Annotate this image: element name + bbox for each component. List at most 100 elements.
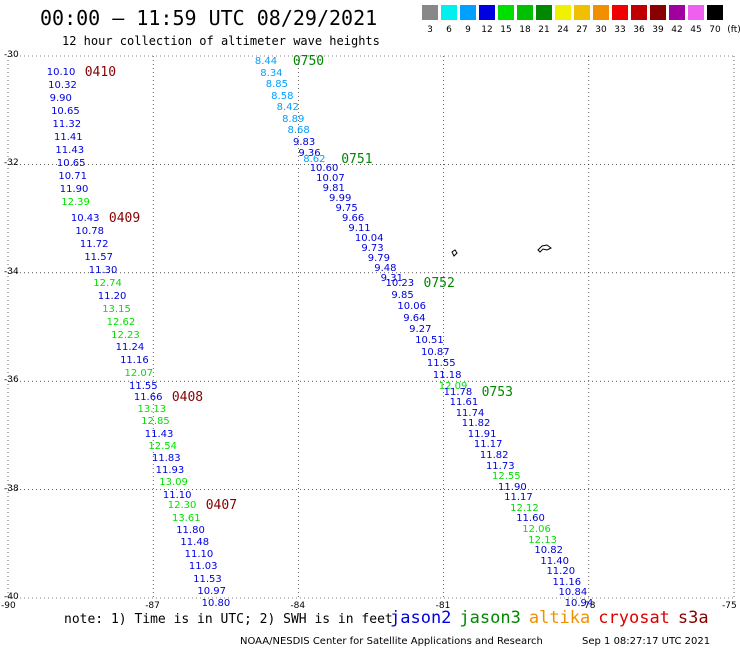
- wave-height-value: 10.10: [46, 66, 76, 78]
- wave-height-value: 11.82: [479, 450, 509, 462]
- legend-label: 27: [576, 25, 588, 35]
- legend-label: 18: [519, 25, 531, 35]
- wave-height-value: 13.15: [102, 303, 131, 315]
- wave-height-value: 11.30: [88, 264, 118, 276]
- wave-height-value: 12.85: [141, 416, 170, 428]
- legend-swatch: [688, 5, 704, 20]
- lat-tick-label: -32: [4, 158, 19, 169]
- wave-height-value: 12.12: [510, 502, 539, 514]
- wave-height-value: 11.90: [498, 481, 527, 493]
- wave-height-value: 13.61: [171, 512, 201, 524]
- wave-height-value: 10.07: [316, 173, 345, 185]
- wave-height-value: 9.81: [322, 183, 345, 195]
- wave-height-value: 11.24: [115, 342, 145, 354]
- wave-height-value: 11.60: [516, 513, 545, 525]
- wave-height-value: 11.73: [485, 460, 515, 472]
- wave-height-value: 12.74: [93, 277, 122, 289]
- wave-height-value: 11.82: [461, 418, 491, 430]
- legend-swatch: [460, 5, 476, 20]
- wave-height-value: 9.66: [341, 213, 365, 225]
- legend-label: 15: [500, 25, 512, 35]
- wave-height-value: 11.41: [53, 131, 83, 143]
- legend-swatch: [593, 5, 609, 20]
- wave-height-value: 11.74: [455, 407, 485, 419]
- legend-swatch: [574, 5, 590, 20]
- island-outline: [451, 249, 458, 257]
- wave-height-value: 11.61: [449, 397, 479, 409]
- wave-height-value: 12.55: [492, 471, 521, 483]
- wave-height-value: 13.09: [159, 477, 188, 489]
- wave-height-value: 10.65: [51, 105, 80, 117]
- wave-height-value: 8.58: [271, 90, 294, 102]
- footer-note: note: 1) Time is in UTC; 2) SWH is in fe…: [64, 612, 393, 627]
- wave-height-value: 9.73: [361, 242, 384, 254]
- wave-height-value: 11.40: [540, 555, 570, 567]
- wave-height-value: 11.10: [184, 549, 214, 561]
- wave-height-value: 10.82: [534, 545, 563, 557]
- wave-height-value: 8.44: [254, 56, 278, 67]
- wave-height-value: 11.57: [84, 251, 113, 263]
- wave-height-value: 11.83: [151, 453, 181, 464]
- satellite-name: jason3: [459, 608, 521, 628]
- satellite-name: cryosat: [598, 608, 670, 628]
- legend-swatch: [707, 5, 723, 20]
- wave-height-value: 10.80: [201, 598, 231, 609]
- wave-height-value: 11.20: [97, 290, 127, 302]
- legend-label: 39: [652, 25, 664, 35]
- wave-height-value: 8.68: [287, 125, 310, 137]
- legend-swatch: [422, 5, 438, 20]
- legend-label: 3: [427, 25, 433, 35]
- wave-height-value: 10.04: [354, 233, 384, 245]
- legend-label: 12: [481, 25, 493, 35]
- wave-height-value: 12.09: [438, 381, 468, 393]
- legend-label: 36: [633, 25, 645, 35]
- island-outline: [537, 244, 552, 253]
- lat-tick-label: -34: [4, 266, 19, 277]
- wave-height-value: 9.99: [329, 193, 352, 205]
- legend-label: 30: [595, 25, 607, 35]
- legend-swatch: [517, 5, 533, 20]
- wave-height-value: 13.13: [137, 404, 167, 416]
- wave-height-value: 12.54: [148, 440, 177, 452]
- wave-height-value: 10.84: [558, 587, 588, 599]
- wave-height-value: 10.97: [197, 585, 226, 597]
- legend-swatch: [612, 5, 628, 20]
- legend-swatch: [498, 5, 514, 20]
- wave-height-value: 12.39: [61, 196, 90, 208]
- lon-tick-label: -81: [435, 601, 451, 611]
- legend-label: 9: [465, 25, 471, 35]
- wave-height-value: 11.43: [144, 428, 174, 440]
- pass-time-label: 0409: [108, 211, 141, 227]
- wave-height-value: 11.03: [188, 561, 218, 573]
- lat-tick-label: -40: [4, 592, 19, 602]
- pass-time-label: 0751: [341, 151, 373, 167]
- legend-label: 70: [709, 25, 721, 35]
- wave-height-value: 9.27: [409, 323, 432, 335]
- lon-tick-label: -75: [722, 601, 737, 611]
- wave-height-value: 11.80: [176, 524, 205, 536]
- lon-tick-label: -84: [290, 601, 306, 611]
- legend-swatch: [650, 5, 666, 20]
- wave-height-value: 11.43: [55, 144, 85, 156]
- satellite-name: s3a: [677, 608, 709, 628]
- wave-height-value: 12.07: [124, 368, 154, 380]
- wave-height-value: 11.78: [443, 386, 473, 398]
- wave-height-value: 9.64: [403, 312, 426, 324]
- wave-height-value: 9.83: [292, 136, 316, 148]
- wave-height-value: 12.23: [111, 329, 140, 341]
- wave-height-value: 8.85: [265, 79, 288, 91]
- credit-line: NOAA/NESDIS Center for Satellite Applica…: [240, 636, 543, 647]
- wave-height-value: 11.20: [546, 566, 576, 578]
- wave-height-value: 9.31: [380, 272, 403, 284]
- legend-label: 21: [538, 25, 550, 35]
- legend-swatch: [479, 5, 495, 20]
- legend-label: 33: [614, 25, 626, 35]
- satellite-name: altika: [528, 608, 591, 628]
- legend-swatch: [536, 5, 552, 20]
- wave-height-value: 11.66: [133, 392, 163, 404]
- legend-label: 6: [446, 25, 452, 35]
- wave-height-value: 8.62: [303, 153, 326, 165]
- pass-time-label: 0752: [423, 276, 455, 292]
- wave-height-value: 11.90: [59, 183, 89, 195]
